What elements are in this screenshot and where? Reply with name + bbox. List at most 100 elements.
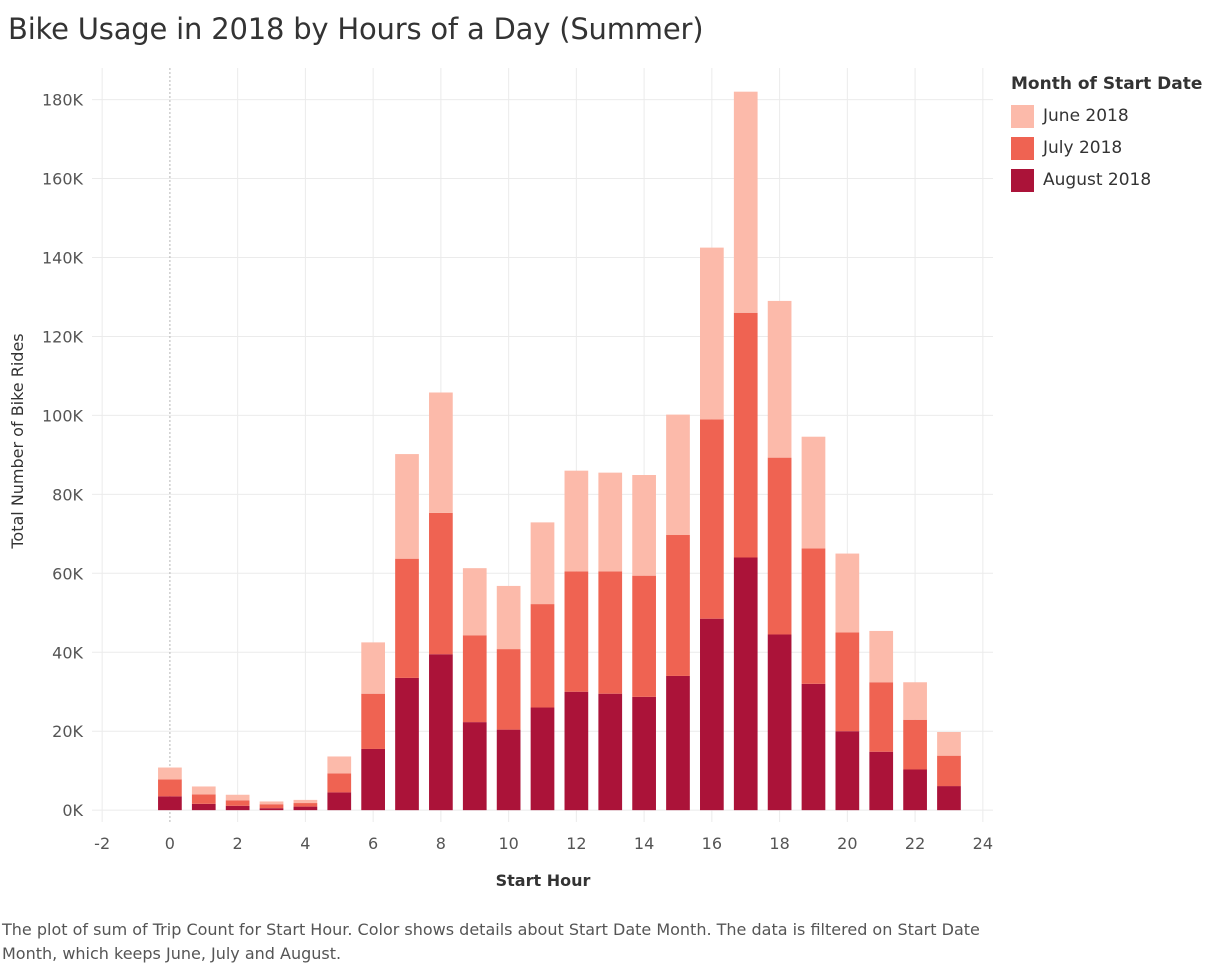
bar-segment-june-hour-0 <box>158 767 182 780</box>
legend-item-june-2018[interactable]: June 2018 <box>1011 100 1202 132</box>
bar-segment-august-hour-19 <box>801 683 826 811</box>
bar-segment-june-hour-15 <box>666 414 690 536</box>
bar-segment-july-hour-12 <box>564 571 589 692</box>
bar-segment-august-hour-7 <box>395 677 419 811</box>
bar-segment-june-hour-12 <box>564 470 589 572</box>
bar-segment-july-hour-18 <box>767 457 792 635</box>
bar-segment-june-hour-3 <box>259 801 284 805</box>
legend-label-july: July 2018 <box>1043 138 1123 158</box>
legend-item-august-2018[interactable]: August 2018 <box>1011 164 1202 196</box>
bar-segment-july-hour-2 <box>225 800 250 806</box>
bar-segment-july-hour-9 <box>462 635 487 723</box>
bar-segment-june-hour-20 <box>835 553 860 633</box>
y-tick-label: 180K <box>42 91 84 110</box>
bar-segment-july-hour-14 <box>632 575 656 697</box>
bar-segment-july-hour-7 <box>395 558 419 678</box>
bar-segment-june-hour-1 <box>191 786 216 795</box>
bar-segment-july-hour-5 <box>327 773 352 793</box>
bar-segment-july-hour-1 <box>191 794 216 804</box>
bar-segment-july-hour-4 <box>293 803 318 807</box>
x-tick-label: 18 <box>769 834 789 853</box>
y-tick-label: 100K <box>42 406 84 425</box>
bar-segment-july-hour-15 <box>666 535 690 676</box>
bar-segment-august-hour-12 <box>564 691 589 811</box>
bar-segment-august-hour-16 <box>700 618 724 811</box>
chart-title: Bike Usage in 2018 by Hours of a Day (Su… <box>8 12 704 46</box>
bar-segment-june-hour-22 <box>903 682 927 720</box>
legend-swatch-june <box>1011 104 1034 128</box>
bar-segment-july-hour-17 <box>733 312 758 558</box>
bar-segment-august-hour-14 <box>632 696 656 811</box>
bar-segment-august-hour-8 <box>429 654 453 811</box>
bar-segment-june-hour-19 <box>801 436 826 549</box>
x-tick-label: 0 <box>165 834 175 853</box>
bar-segment-august-hour-20 <box>835 731 860 811</box>
bar-segment-august-hour-15 <box>666 675 690 811</box>
bar-segment-august-hour-18 <box>767 634 792 811</box>
x-axis-tick-labels: -2 0 2 4 6 8 10 12 14 16 18 20 22 24 <box>94 834 993 853</box>
bar-segment-june-hour-13 <box>598 472 623 572</box>
x-tick-label: 24 <box>973 834 993 853</box>
bar-segment-august-hour-3 <box>259 808 284 811</box>
bar-segment-june-hour-8 <box>429 392 453 513</box>
bar-segment-june-hour-16 <box>700 247 724 420</box>
bar-segment-june-hour-23 <box>937 731 961 756</box>
bar-segment-august-hour-4 <box>293 806 318 811</box>
bar-segment-august-hour-23 <box>937 786 961 811</box>
bar-segment-july-hour-16 <box>700 419 724 619</box>
x-tick-label: 20 <box>837 834 857 853</box>
bar-segment-july-hour-3 <box>259 804 284 809</box>
bar-segment-june-hour-21 <box>869 630 894 683</box>
bar-segment-june-hour-4 <box>293 799 318 804</box>
bar-segment-august-hour-17 <box>733 557 758 811</box>
x-tick-label: 10 <box>498 834 518 853</box>
bar-segment-august-hour-9 <box>462 722 487 811</box>
bar-segment-august-hour-1 <box>191 803 216 811</box>
legend: Month of Start Date June 2018 July 2018 … <box>1011 74 1202 196</box>
x-tick-label: -2 <box>94 834 110 853</box>
bar-segment-june-hour-17 <box>733 91 758 313</box>
bar-segment-june-hour-7 <box>395 454 419 559</box>
y-axis-title: Total Number of Bike Rides <box>8 333 27 549</box>
x-tick-label: 8 <box>436 834 446 853</box>
bar-segment-july-hour-22 <box>903 719 927 770</box>
bar-segment-july-hour-8 <box>429 512 453 655</box>
bar-segment-august-hour-0 <box>158 796 182 811</box>
x-tick-label: 14 <box>634 834 654 853</box>
bars <box>158 91 961 811</box>
y-tick-label: 20K <box>52 722 83 741</box>
bar-segment-august-hour-6 <box>361 748 385 811</box>
bar-segment-june-hour-11 <box>530 522 555 605</box>
bar-segment-august-hour-2 <box>225 805 250 811</box>
bar-segment-july-hour-0 <box>158 779 182 797</box>
bar-segment-june-hour-10 <box>496 585 521 650</box>
y-tick-label: 40K <box>52 643 83 662</box>
y-tick-label: 60K <box>52 564 83 583</box>
bar-segment-august-hour-10 <box>496 729 521 811</box>
x-tick-label: 12 <box>566 834 586 853</box>
bar-segment-july-hour-11 <box>530 604 555 708</box>
legend-label-august: August 2018 <box>1043 170 1152 190</box>
x-tick-label: 22 <box>905 834 925 853</box>
x-tick-label: 2 <box>233 834 243 853</box>
bar-segment-july-hour-20 <box>835 632 860 732</box>
bar-segment-july-hour-21 <box>869 682 894 752</box>
bar-segment-june-hour-14 <box>632 475 656 576</box>
y-axis-tick-labels: 0K 20K 40K 60K 80K 100K 120K 140K 160K 180K <box>42 91 84 821</box>
y-tick-label: 140K <box>42 248 84 267</box>
legend-swatch-july <box>1011 136 1034 160</box>
x-tick-label: 6 <box>368 834 378 853</box>
y-tick-label: 0K <box>62 801 83 820</box>
y-tick-label: 120K <box>42 327 84 346</box>
legend-item-july-2018[interactable]: July 2018 <box>1011 132 1202 164</box>
x-axis-title: Start Hour <box>496 871 591 890</box>
bar-segment-june-hour-2 <box>225 794 250 801</box>
bar-segment-august-hour-21 <box>869 751 894 811</box>
legend-label-june: June 2018 <box>1043 106 1129 126</box>
bar-segment-july-hour-19 <box>801 548 826 684</box>
bar-segment-june-hour-6 <box>361 642 385 694</box>
bar-segment-june-hour-18 <box>767 300 792 458</box>
y-tick-label: 80K <box>52 485 83 504</box>
legend-swatch-august <box>1011 168 1034 192</box>
